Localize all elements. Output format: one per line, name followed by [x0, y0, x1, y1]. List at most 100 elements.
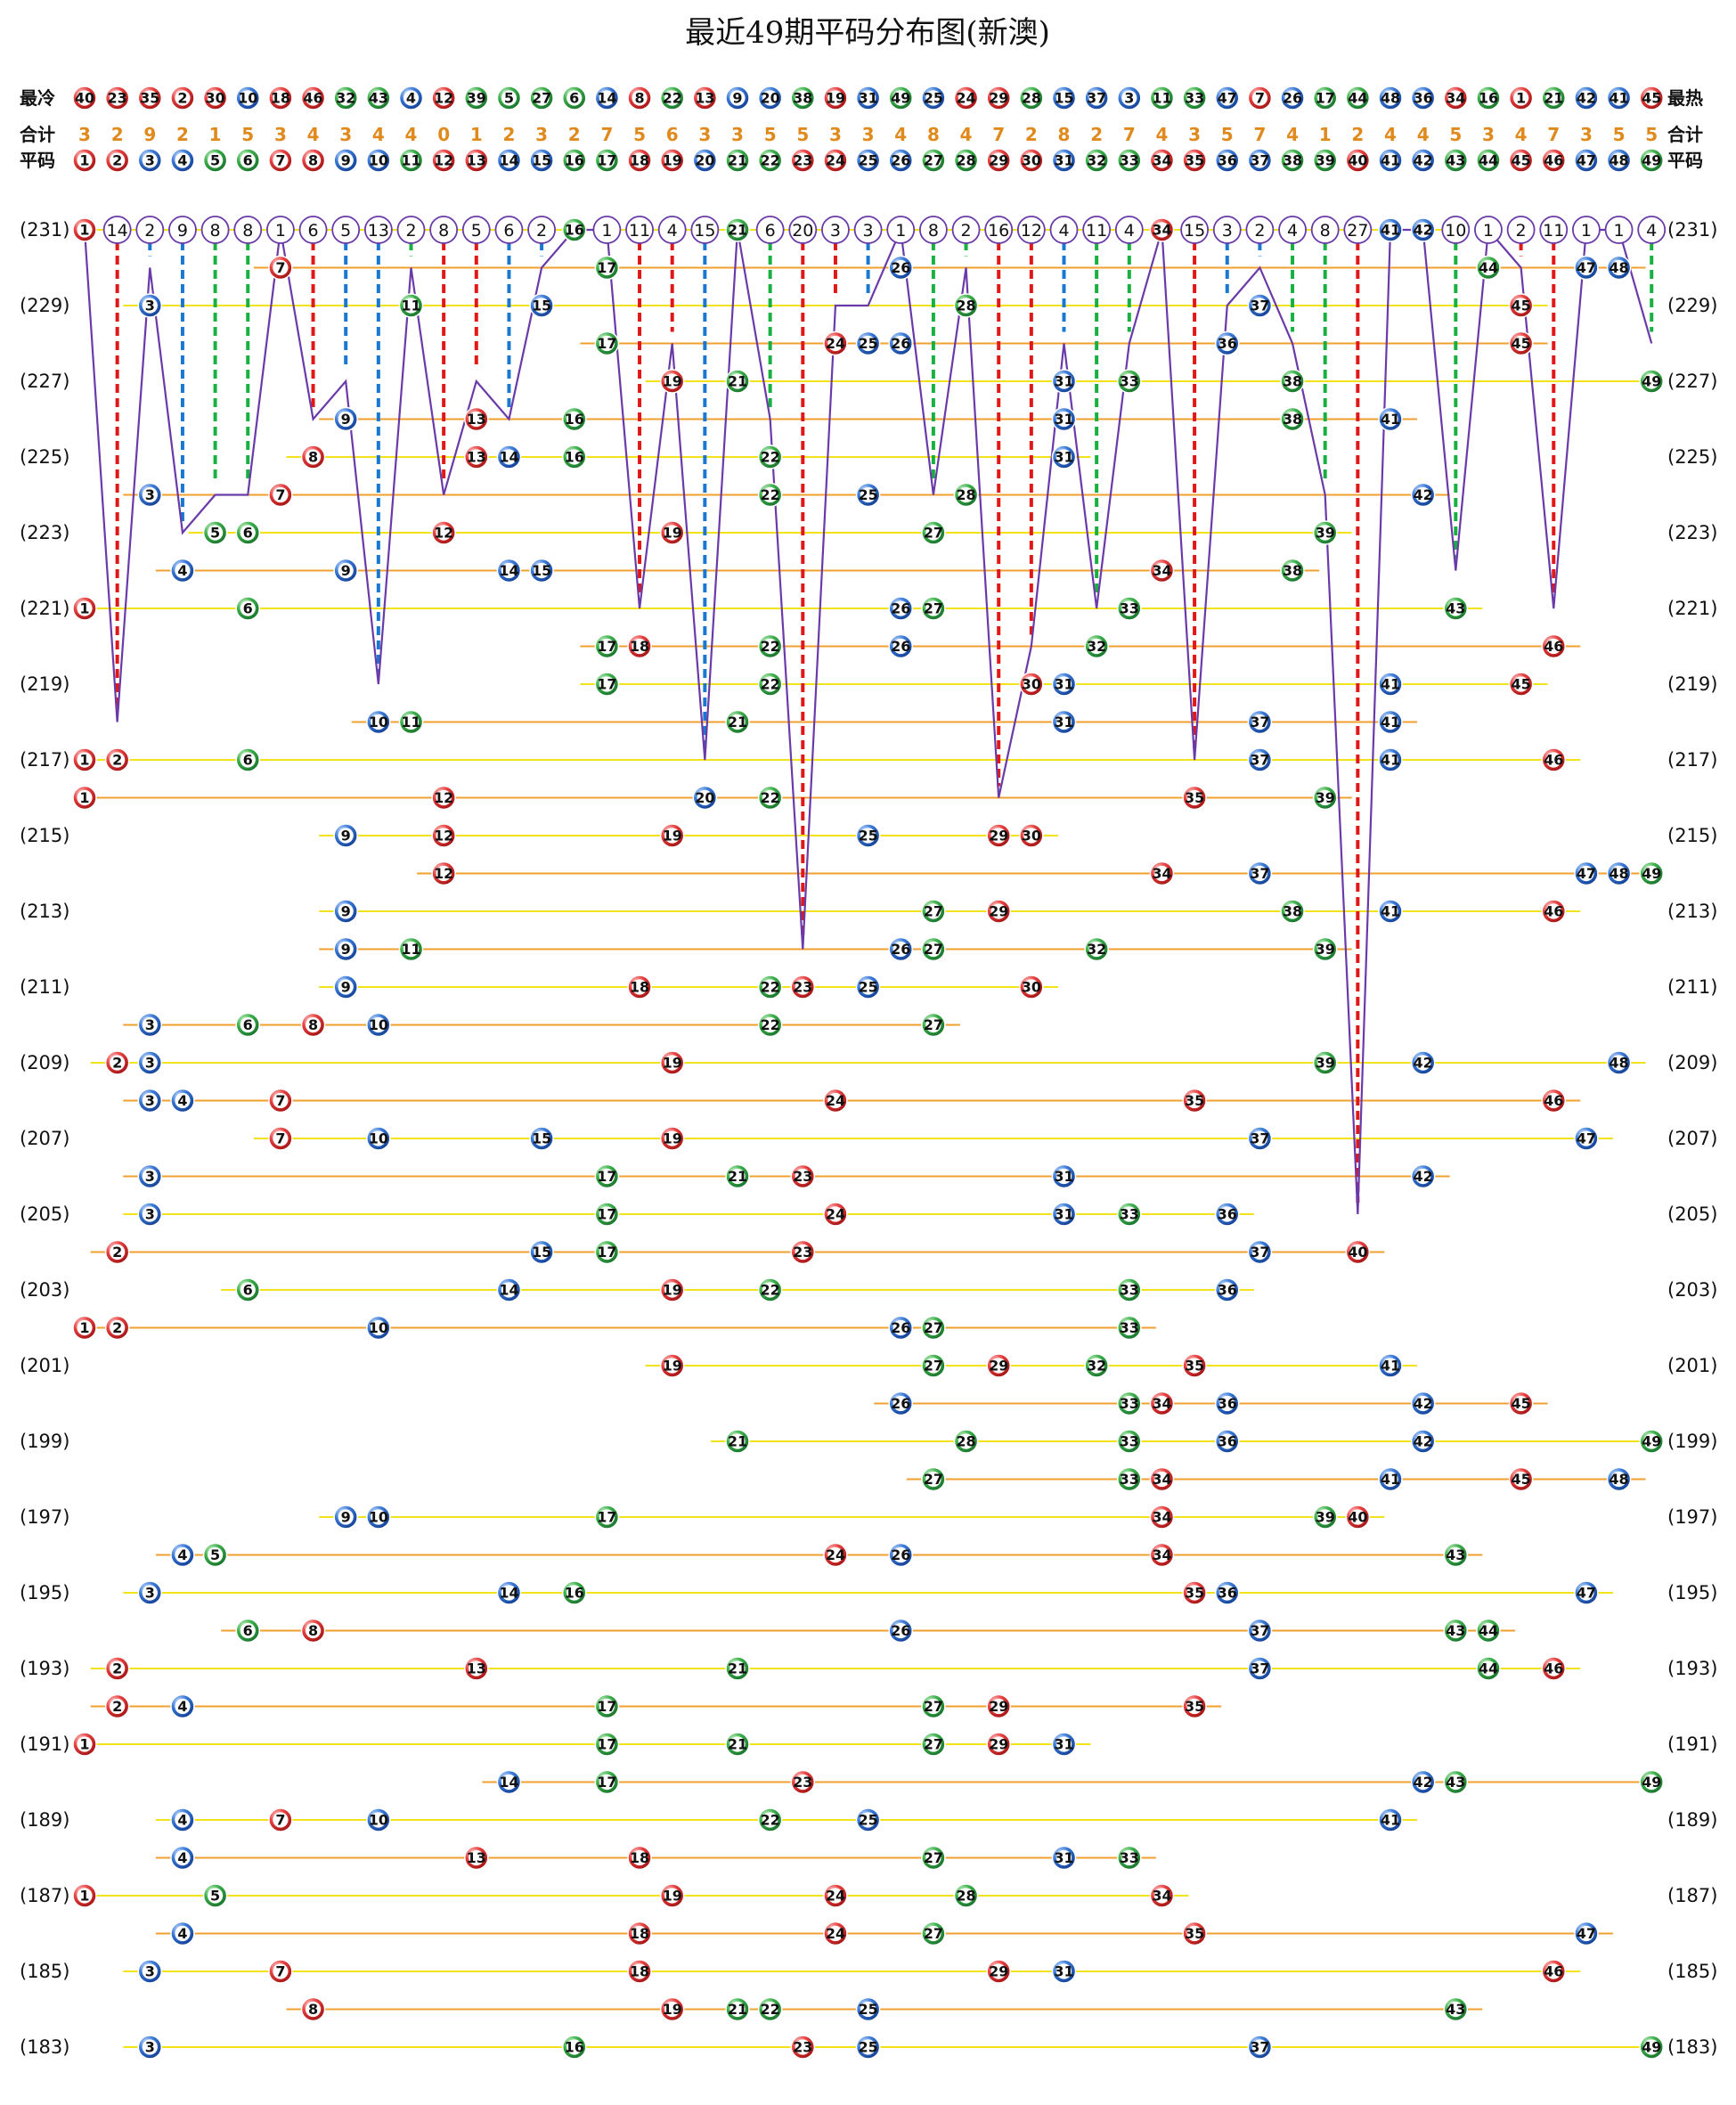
ball-face: [208, 152, 224, 168]
ball-face: [1251, 1622, 1267, 1639]
number-header-ball: 6: [235, 148, 260, 173]
ball-number: 12: [434, 152, 453, 169]
gap-circle-shape: [690, 216, 720, 244]
ball-number: 48: [1609, 152, 1628, 169]
ball-number: 1: [79, 1319, 89, 1336]
ball-number: 36: [1218, 1585, 1237, 1602]
ball-face: [77, 752, 93, 768]
ball-number: 4: [177, 562, 187, 579]
gap-count: 4: [1124, 221, 1135, 241]
data-ball: 7: [268, 1088, 293, 1114]
ball-face: [338, 903, 354, 919]
ball-number: 41: [1381, 152, 1400, 169]
ball-number: 4: [177, 1546, 187, 1563]
hot-label: 最热: [1667, 87, 1703, 109]
gap-circle: 4: [1637, 216, 1667, 244]
ball-face: [892, 259, 909, 276]
data-ball: 23: [790, 2035, 816, 2060]
ball-number: 30: [1022, 979, 1041, 996]
ball-number: 7: [1255, 90, 1265, 107]
gap-circle: 3: [1212, 216, 1242, 244]
ball-number: 2: [112, 1319, 122, 1336]
data-ball: 26: [888, 330, 913, 356]
ball-face: [110, 152, 126, 168]
ball-number: 29: [989, 828, 1008, 844]
ball-number: 19: [663, 828, 682, 844]
ball-face: [175, 152, 191, 168]
total-count: 9: [143, 124, 156, 145]
gap-circle-shape: [1441, 216, 1471, 244]
data-ball: 37: [1247, 861, 1273, 886]
data-ball: 37: [1247, 709, 1273, 735]
gap-circle-shape: [200, 216, 230, 244]
ball-face: [1219, 335, 1235, 352]
number-header-ball: 19: [659, 148, 685, 173]
data-ball: 17: [594, 255, 620, 281]
ball-face: [371, 1130, 387, 1146]
ball-face: [729, 90, 746, 106]
ball-face: [1545, 638, 1561, 655]
gap-circle-shape: [625, 216, 654, 244]
ball-number: 41: [1381, 676, 1400, 693]
data-ball: 3: [137, 482, 163, 508]
ball-number: 7: [275, 1963, 285, 1980]
total-count: 2: [502, 124, 515, 145]
total-count: 3: [274, 124, 287, 145]
data-ball: 36: [1215, 330, 1240, 356]
ball-face: [1545, 1963, 1561, 1979]
ball-number: 46: [1544, 1092, 1563, 1109]
cold-hot-ball: 38: [790, 86, 816, 110]
ball-face: [1545, 90, 1561, 106]
gap-circle: 4: [657, 216, 687, 244]
gap-count: 1: [895, 221, 906, 241]
ball-number: 37: [1250, 1660, 1269, 1677]
number-header-ball: 38: [1280, 148, 1305, 173]
ball-face: [599, 1244, 615, 1261]
total-count: 5: [1449, 124, 1462, 145]
ball-face: [1055, 1206, 1072, 1222]
ball-number: 25: [858, 979, 877, 996]
total-count: 5: [796, 124, 809, 145]
ball-face: [1545, 1092, 1561, 1109]
ball-face: [1186, 90, 1202, 106]
data-ball: 21: [725, 1163, 750, 1189]
cold-hot-ball: 37: [1084, 86, 1109, 110]
number-header-ball: 11: [398, 148, 424, 173]
ball-number: 49: [891, 90, 910, 107]
data-ball: 19: [659, 1126, 685, 1151]
ball-face: [273, 1092, 289, 1109]
total-count: 3: [862, 124, 875, 145]
ball-face: [1610, 1055, 1627, 1071]
ball-number: 8: [308, 1016, 318, 1033]
data-ball: 11: [398, 936, 424, 962]
ball-number: 16: [565, 1585, 584, 1602]
data-ball: 46: [1541, 1656, 1566, 1681]
ball-face: [1317, 789, 1333, 806]
ball-face: [795, 1244, 811, 1261]
ball-number: 27: [532, 90, 551, 107]
ball-face: [469, 90, 485, 106]
gap-circle-shape: [527, 216, 556, 244]
ball-face: [1219, 152, 1235, 168]
ball-number: 29: [989, 1736, 1008, 1753]
data-ball: 6: [235, 1618, 260, 1644]
ball-face: [827, 1546, 844, 1563]
ball-number: 35: [1185, 1092, 1204, 1109]
data-ball: 42: [1410, 1391, 1436, 1416]
ball-number: 41: [1381, 1471, 1400, 1488]
ball-number: 43: [369, 90, 388, 107]
ball-number: 21: [728, 1168, 747, 1185]
ball-face: [1153, 152, 1170, 168]
ball-number: 25: [858, 828, 877, 844]
number-header-ball: 1: [72, 148, 97, 173]
data-ball: 21: [725, 1656, 750, 1681]
ball-number: 4: [177, 152, 187, 169]
ball-face: [1186, 1698, 1202, 1715]
ball-number: 23: [793, 152, 812, 169]
data-ball: 32: [1084, 633, 1109, 659]
data-ball: 31: [1051, 1845, 1077, 1871]
ball-face: [566, 449, 583, 465]
ball-face: [1349, 152, 1365, 168]
ball-face: [1251, 865, 1267, 882]
ball-number: 15: [532, 1244, 551, 1261]
